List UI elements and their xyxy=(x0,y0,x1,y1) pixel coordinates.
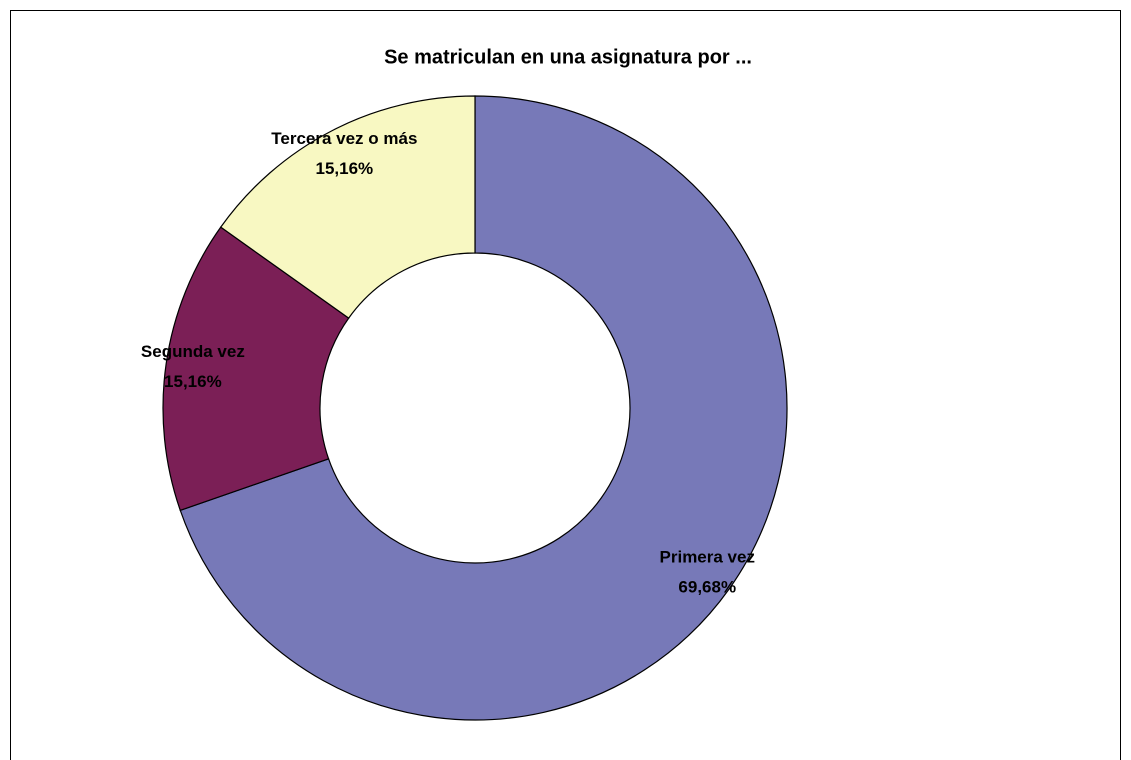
donut-segment xyxy=(179,95,788,721)
donut-segment xyxy=(219,95,476,319)
segment-label: Tercera vez o más xyxy=(271,129,417,148)
chart-title: Se matriculan en una asignatura por ... xyxy=(384,46,752,68)
donut-segment xyxy=(162,226,350,512)
value-label: 15,16% xyxy=(316,159,374,178)
segment-label: Primera vez xyxy=(660,548,755,567)
value-label: 15,16% xyxy=(164,372,222,391)
value-label: 69,68% xyxy=(678,578,736,597)
segment-label: Segunda vez xyxy=(141,342,245,361)
